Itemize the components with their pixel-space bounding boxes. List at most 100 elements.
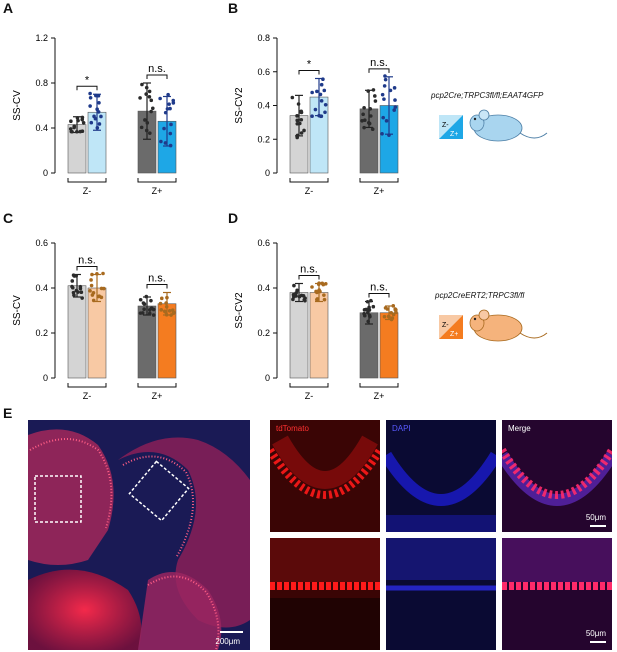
data-point: [88, 104, 92, 108]
data-point: [162, 126, 166, 131]
category-bracket: [289, 383, 329, 388]
data-point: [78, 286, 83, 291]
data-point: [298, 110, 303, 114]
significance-bracket: [368, 293, 390, 298]
significance-label: n.s.: [148, 273, 166, 285]
data-point: [139, 125, 144, 130]
data-point: [368, 107, 373, 111]
genotype-label-1: pcp2Cre;TRPC3fl/fl;EAAT4GFP: [431, 91, 544, 100]
zone-minus-icon-text-1: Z-: [442, 122, 449, 129]
data-point: [322, 297, 327, 302]
data-point: [362, 313, 367, 318]
bar: [309, 292, 329, 379]
category-bracket: [67, 178, 107, 183]
data-point: [373, 99, 378, 103]
data-point: [392, 108, 397, 112]
data-point: [362, 308, 367, 312]
mouse-icon-orange: [469, 309, 548, 342]
data-point: [380, 92, 385, 97]
data-point: [322, 293, 326, 297]
significance-bracket: [298, 70, 320, 75]
data-point: [168, 131, 173, 136]
data-point: [295, 121, 300, 126]
data-point: [69, 129, 74, 134]
significance-label: n.s.: [78, 255, 96, 267]
cerebellum-overview-image: 200μm: [28, 420, 250, 650]
svg-text:Z+: Z+: [450, 131, 458, 138]
data-point: [366, 319, 370, 324]
data-point: [313, 107, 318, 112]
data-point: [168, 143, 173, 148]
data-point: [144, 85, 149, 90]
y-tick-label: 0.8: [35, 78, 48, 88]
data-point: [315, 297, 320, 301]
y-tick-label: 0.6: [257, 238, 270, 248]
data-point: [72, 293, 76, 297]
data-point: [144, 92, 149, 96]
data-point: [295, 118, 299, 123]
data-point: [318, 289, 322, 294]
data-point: [292, 283, 296, 288]
significance-bracket: [146, 74, 168, 79]
data-point: [367, 308, 372, 312]
y-tick-label: 0.2: [257, 134, 270, 144]
significance-bracket: [146, 284, 168, 289]
y-tick-label: 0: [43, 168, 48, 178]
data-point: [373, 94, 377, 98]
y-axis-title: SS-CV2: [234, 87, 245, 124]
data-point: [315, 89, 319, 94]
data-point: [138, 96, 142, 100]
category-bracket: [137, 383, 177, 388]
data-point: [383, 77, 388, 82]
panel-label-c: C: [3, 210, 14, 226]
y-tick-label: 0.6: [257, 67, 270, 77]
data-point: [70, 284, 74, 289]
data-point: [366, 120, 371, 125]
data-point: [310, 114, 314, 119]
data-point: [81, 121, 86, 125]
mouse-illustration-1: Z- Z+: [439, 109, 548, 142]
data-point: [163, 141, 168, 145]
data-point: [165, 295, 169, 300]
data-point: [138, 311, 143, 315]
mouse-legend-2: pcp2CreERT2;TRPC3fl/fl Z- Z+: [425, 285, 615, 355]
dapi-label: DAPI: [392, 424, 411, 433]
data-point: [167, 309, 172, 313]
data-point: [147, 89, 152, 94]
data-point: [76, 118, 80, 123]
data-point: [159, 139, 163, 144]
data-point: [99, 295, 104, 300]
data-point: [302, 298, 307, 302]
data-point: [321, 77, 325, 81]
data-point: [310, 285, 314, 289]
data-point: [389, 310, 394, 315]
y-tick-label: 0.4: [35, 123, 48, 133]
data-point: [164, 301, 168, 305]
data-point: [149, 98, 154, 103]
data-point: [80, 296, 84, 300]
panel-label-e: E: [3, 405, 13, 421]
category-bracket: [137, 178, 177, 183]
data-point: [88, 95, 93, 100]
data-point: [167, 102, 171, 106]
data-point: [382, 84, 387, 88]
significance-label: *: [85, 74, 90, 86]
data-point: [361, 112, 365, 117]
y-axis-title: SS-CV2: [234, 292, 245, 329]
data-point: [91, 298, 96, 303]
data-point: [365, 299, 370, 304]
genotype-label-2: pcp2CreERT2;TRPC3fl/fl: [435, 291, 525, 300]
x-tick-label: Z-: [83, 391, 92, 401]
data-point: [382, 314, 387, 319]
data-point: [362, 105, 366, 110]
data-point: [363, 118, 367, 122]
data-point: [143, 118, 147, 122]
data-point: [89, 278, 93, 282]
mouse-legend-1: pcp2Cre;TRPC3fl/fl;EAAT4GFP Z- Z+: [425, 85, 615, 155]
mouse-icon-blue: [469, 109, 548, 142]
data-point: [171, 311, 176, 316]
data-point: [70, 279, 75, 283]
y-tick-label: 0.4: [257, 101, 270, 111]
data-point: [149, 109, 153, 114]
data-point: [95, 271, 99, 276]
